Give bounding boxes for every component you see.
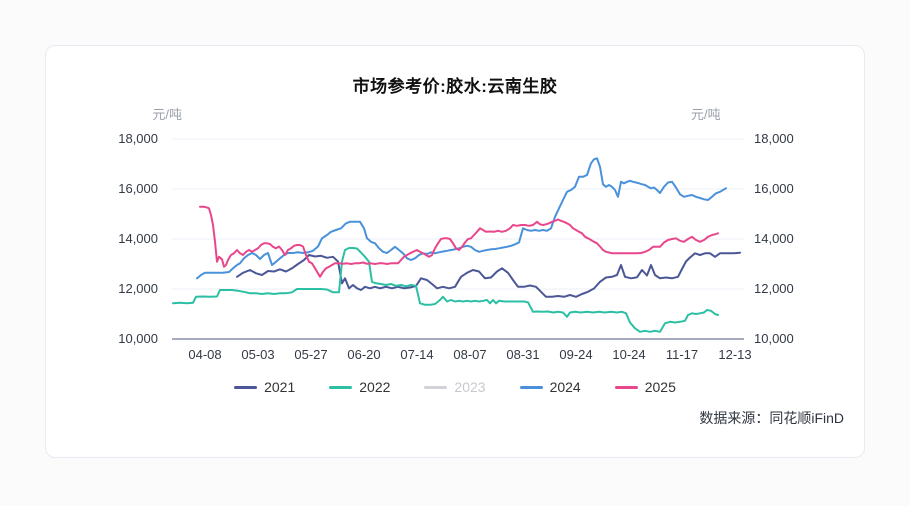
series-line-2025 bbox=[199, 205, 719, 278]
x-tick: 05-27 bbox=[294, 347, 328, 362]
x-tick: 08-07 bbox=[453, 347, 487, 362]
legend-swatch-2024 bbox=[519, 385, 543, 389]
y-tick-right: 18,000 bbox=[754, 131, 794, 146]
legend: 2021 2022 2023 2024 2025 bbox=[46, 379, 864, 395]
x-tick: 07-14 bbox=[400, 347, 434, 362]
y-tick-right: 12,000 bbox=[754, 281, 794, 296]
x-tick: 12-13 bbox=[718, 347, 752, 362]
series-line-2022 bbox=[172, 247, 719, 333]
series-line-2024 bbox=[196, 157, 727, 280]
y-tick-left: 16,000 bbox=[118, 181, 158, 196]
chart-title: 市场参考价:胶水:云南生胶 bbox=[352, 77, 558, 96]
legend-label-2022: 2022 bbox=[359, 379, 391, 395]
legend-label-2021: 2021 bbox=[264, 379, 296, 395]
y-axis-unit-left: 元/吨 bbox=[152, 107, 182, 122]
legend-label-2025: 2025 bbox=[644, 379, 676, 395]
x-tick: 09-24 bbox=[559, 347, 593, 362]
y-tick-right: 16,000 bbox=[754, 181, 794, 196]
legend-swatch-2022 bbox=[329, 385, 353, 389]
y-axis-unit-right: 元/吨 bbox=[691, 107, 721, 122]
x-tick: 05-03 bbox=[241, 347, 275, 362]
x-tick: 10-24 bbox=[612, 347, 646, 362]
y-tick-left: 10,000 bbox=[118, 331, 158, 346]
data-source-note: 数据来源：同花顺iFinD bbox=[699, 410, 844, 426]
x-tick: 06-20 bbox=[347, 347, 381, 362]
chart-card: 市场参考价:胶水:云南生胶 元/吨 元/吨 2021 2022 2023 2024 20… bbox=[45, 45, 865, 458]
legend-item-2022[interactable]: 2022 bbox=[329, 379, 390, 395]
y-tick-right: 10,000 bbox=[754, 331, 794, 346]
x-tick: 11-17 bbox=[665, 347, 699, 362]
x-tick: 04-08 bbox=[188, 347, 222, 362]
legend-item-2024[interactable]: 2024 bbox=[519, 379, 581, 395]
y-tick-left: 18,000 bbox=[118, 131, 158, 146]
legend-item-2021[interactable]: 2021 bbox=[234, 379, 295, 395]
legend-item-2023[interactable]: 2023 bbox=[424, 379, 486, 395]
x-tick: 08-31 bbox=[506, 347, 540, 362]
legend-label-2024: 2024 bbox=[549, 379, 581, 395]
legend-swatch-2025 bbox=[614, 385, 638, 389]
y-tick-right: 14,000 bbox=[754, 231, 794, 246]
series-line-2021 bbox=[236, 251, 741, 298]
legend-item-2025[interactable]: 2025 bbox=[614, 379, 676, 395]
y-tick-left: 12,000 bbox=[118, 281, 158, 296]
legend-swatch-2023 bbox=[424, 385, 448, 389]
legend-label-2023: 2023 bbox=[454, 379, 486, 395]
y-tick-left: 14,000 bbox=[118, 231, 158, 246]
legend-swatch-2021 bbox=[234, 385, 258, 389]
